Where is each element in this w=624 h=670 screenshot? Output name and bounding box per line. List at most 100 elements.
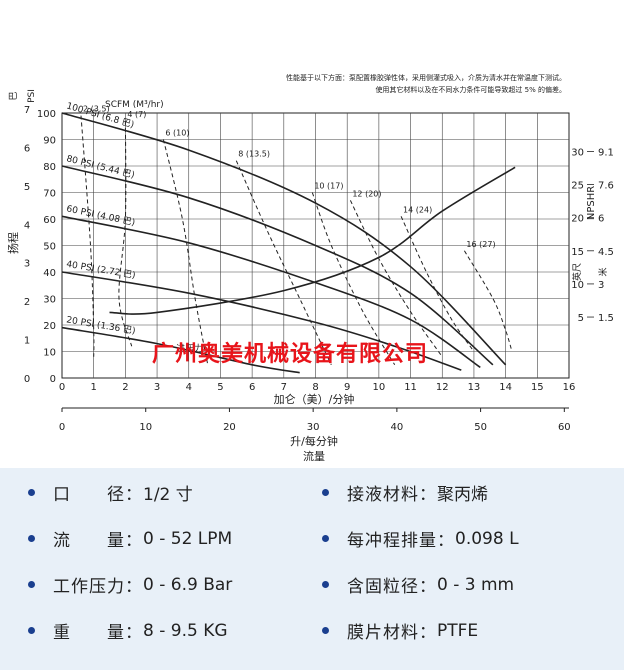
note-line-2: 使用其它材料以及在不同水力条件可能导致超过 5% 的偏差。 xyxy=(375,85,566,94)
spec-flow: 流 量： 0 - 52 LPM xyxy=(28,526,232,551)
spec-label: 每冲程排量： xyxy=(347,531,455,551)
x-tick-label-gpm: 2 xyxy=(122,382,128,393)
npshr-tick-label-ft: 10 xyxy=(571,280,584,291)
curves: 100 PSI (6.8 巴)80 PSI (5.44 巴)60 PSI (4.… xyxy=(61,100,516,374)
npshr-units-m: 米 xyxy=(597,267,609,276)
bullet-icon xyxy=(322,489,329,496)
spec-label: 接液材料： xyxy=(347,485,437,505)
y-tick-label-bar: 0 xyxy=(24,374,30,385)
x-tick-label-gpm: 10 xyxy=(373,382,386,393)
npshr-tick-label-ft: 15 xyxy=(571,247,584,258)
x-tick-label-gpm: 11 xyxy=(404,382,417,393)
x-tick-label-lpm: 50 xyxy=(474,422,487,433)
air-consumption-curve xyxy=(349,200,443,358)
air-consumption-label: 8 (13.5) xyxy=(238,150,270,159)
air-consumption-label: 6 (10) xyxy=(165,129,189,138)
x-tick-label-gpm: 7 xyxy=(281,382,287,393)
grid xyxy=(62,113,569,378)
y-tick-label-psi: 10 xyxy=(43,348,56,359)
x-tick-label-gpm: 0 xyxy=(59,382,65,393)
y-tick-label-psi: 100 xyxy=(37,109,56,120)
performance-chart: 性能基于以下方面：泵配置橡胶弹性体，采用侧灌式吸入，介质为清水并在常温度下测试。… xyxy=(6,73,614,463)
y-tick-label-psi: 60 xyxy=(43,215,56,226)
y-tick-label-bar: 1 xyxy=(24,336,30,347)
y-tick-label-bar: 3 xyxy=(24,259,30,270)
npshr-tick-label-m: 9.1 xyxy=(598,147,614,158)
x-tick-label-gpm: 6 xyxy=(249,382,255,393)
npshr-tick-label-m: 4.5 xyxy=(598,247,614,258)
bullet-icon xyxy=(28,627,35,634)
x-tick-label-lpm: 10 xyxy=(139,422,152,433)
spec-value: 0.098 L xyxy=(455,528,519,549)
bullet-icon xyxy=(28,489,35,496)
x-tick-label-gpm: 3 xyxy=(154,382,160,393)
scfm-label: SCFM (M³/hr) xyxy=(105,100,164,110)
spec-value: 聚丙烯 xyxy=(437,485,488,505)
npshr-units-ft: 英尺 xyxy=(571,263,583,281)
y-tick-label-bar: 7 xyxy=(24,105,30,116)
air-consumption-curve xyxy=(311,192,396,366)
bullet-icon xyxy=(322,627,329,634)
x-tick-label-gpm: 12 xyxy=(436,382,449,393)
y-tick-label-bar: 5 xyxy=(24,182,30,193)
spec-value: 0 - 6.9 Bar xyxy=(143,574,233,595)
npshr-curve-label: 进压力 xyxy=(176,343,203,355)
spec-panel: 口 径： 1/2 寸 接液材料： 聚丙烯 流 量： 0 - 52 LPM 每冲程… xyxy=(0,468,624,670)
spec-label: 工作压力： xyxy=(53,577,143,597)
y-tick-label-psi: 40 xyxy=(43,268,56,279)
x-tick-label-gpm: 1 xyxy=(91,382,97,393)
x-axis-label-flow: 流量 xyxy=(303,449,325,463)
air-consumption-label: 16 (27) xyxy=(466,240,495,249)
x-tick-label-lpm: 40 xyxy=(391,422,404,433)
npshr-curve xyxy=(109,166,516,315)
x-tick-label-gpm: 16 xyxy=(563,382,576,393)
bullet-icon xyxy=(28,581,35,588)
spec-value: PTFE xyxy=(437,620,479,641)
air-consumption-label: 12 (20) xyxy=(352,189,381,198)
spec-label: 膜片材料： xyxy=(347,623,437,643)
pressure-curve xyxy=(61,326,300,374)
air-consumption-curve xyxy=(118,120,133,347)
x-tick-label-gpm: 13 xyxy=(468,382,481,393)
npshr-tick-label-ft: 20 xyxy=(571,214,584,225)
air-consumption-label: 14 (24) xyxy=(403,205,432,214)
y-tick-label-bar: 6 xyxy=(24,143,30,154)
y-tick-label-psi: 50 xyxy=(43,242,56,253)
y-tick-label-bar: 4 xyxy=(24,220,30,231)
npshr-tick-label-ft: 30 xyxy=(571,147,584,158)
air-consumption-curve xyxy=(162,139,209,365)
y-tick-label-psi: 90 xyxy=(43,136,56,147)
y-axis-label-npshr: NPSHR xyxy=(586,186,597,220)
spec-label: 重 量： xyxy=(53,623,143,643)
y-tick-label-psi: 80 xyxy=(43,162,56,173)
bullet-icon xyxy=(322,581,329,588)
company-watermark: 广州奥美机械设备有限公司 xyxy=(152,342,429,367)
spec-diaphragm: 膜片材料： PTFE xyxy=(322,618,478,643)
y-axis-units-psi: PSI xyxy=(27,89,37,103)
y-tick-label-psi: 30 xyxy=(43,295,56,306)
x-tick-label-lpm: 20 xyxy=(223,422,236,433)
air-consumption-curve xyxy=(463,250,513,352)
x-tick-label-gpm: 8 xyxy=(312,382,318,393)
x-tick-label-gpm: 14 xyxy=(499,382,512,393)
spec-displacement: 每冲程排量： 0.098 L xyxy=(322,526,519,551)
x-axis-label-gpm: 加仑（美）/分钟 xyxy=(274,392,355,406)
air-consumption-label: 10 (17) xyxy=(314,182,343,191)
npshr-tick-label-ft: 25 xyxy=(571,181,584,192)
pressure-curve xyxy=(61,165,494,366)
x-tick-label-gpm: 9 xyxy=(344,382,350,393)
note-line-1: 性能基于以下方面：泵配置橡胶弹性体，采用侧灌式吸入，介质为清水并在常温度下测试。 xyxy=(286,73,566,82)
spec-value: 1/2 寸 xyxy=(143,485,193,505)
air-consumption-curve xyxy=(400,216,475,352)
y-axis-label-head: 扬程 xyxy=(6,232,20,254)
spec-value: 0 - 52 LPM xyxy=(143,528,233,549)
air-consumption-curve xyxy=(235,160,332,366)
x-tick-label-gpm: 4 xyxy=(186,382,192,393)
npshr-tick-label-m: 3 xyxy=(598,280,604,291)
spec-label: 口 径： xyxy=(53,485,143,505)
npshr-tick-label-ft: 5 xyxy=(578,313,584,324)
spec-pressure: 工作压力： 0 - 6.9 Bar xyxy=(28,572,232,597)
pressure-curve xyxy=(61,271,462,371)
bullet-icon xyxy=(322,535,329,542)
x-tick-label-lpm: 0 xyxy=(59,422,65,433)
